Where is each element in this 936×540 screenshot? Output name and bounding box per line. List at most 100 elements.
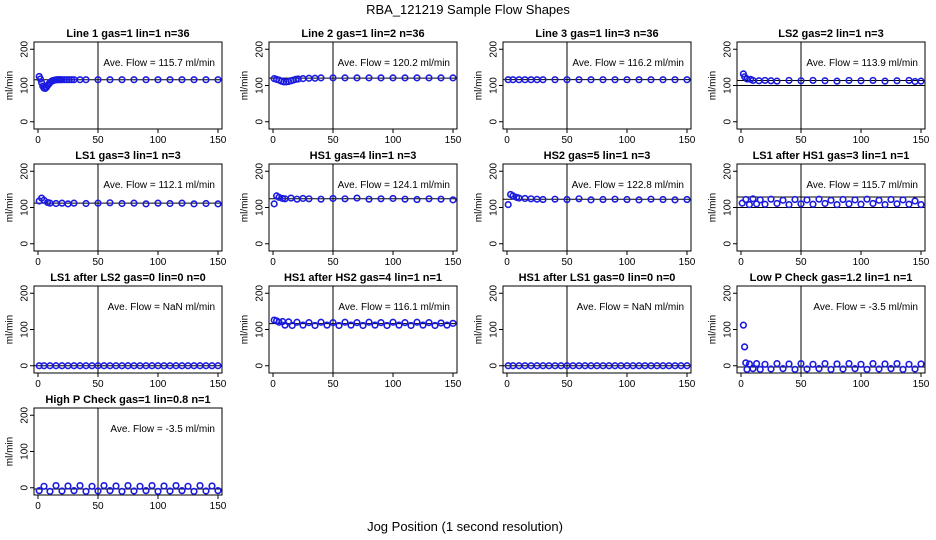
- x-tick-label: 50: [327, 379, 339, 390]
- x-tick-label: 150: [913, 379, 930, 390]
- data-point: [683, 362, 691, 370]
- data-point: [449, 74, 457, 82]
- data-point: [166, 487, 174, 495]
- data-point: [899, 365, 907, 373]
- y-axis-label: ml/min: [474, 71, 485, 100]
- x-tick-label: 100: [853, 135, 870, 146]
- data-point: [659, 76, 667, 84]
- data-point: [563, 76, 571, 84]
- average-flow-annotation: Ave. Flow = 124.1 ml/min: [338, 180, 450, 191]
- data-point: [839, 195, 847, 204]
- y-axis-label: ml/min: [5, 71, 16, 100]
- y-axis-label: ml/min: [708, 71, 719, 100]
- data-point: [671, 76, 679, 84]
- data-point: [683, 76, 691, 84]
- x-tick-label: 0: [504, 257, 510, 268]
- x-tick-label: 0: [504, 135, 510, 146]
- y-tick-label: 0: [20, 363, 31, 369]
- data-point: [803, 196, 811, 204]
- data-point: [425, 319, 433, 327]
- chart-panel: HS1 gas=4 lin=1 n=3 0 50 100 150 0 100 200 ml/mi…: [240, 150, 462, 268]
- data-point: [869, 199, 877, 208]
- x-tick-label: 150: [679, 379, 696, 390]
- data-point: [857, 77, 865, 85]
- data-point: [365, 318, 373, 326]
- x-tick-label: 150: [210, 257, 227, 268]
- y-tick-label: 100: [489, 77, 500, 94]
- data-point: [767, 365, 775, 373]
- data-point: [323, 321, 331, 329]
- data-point: [94, 76, 102, 84]
- data-point: [449, 196, 457, 204]
- x-tick-label: 50: [561, 135, 573, 146]
- data-point: [178, 487, 186, 495]
- data-point: [419, 321, 427, 329]
- data-point: [166, 76, 174, 84]
- data-point: [761, 360, 769, 368]
- data-point: [82, 199, 90, 208]
- data-point: [172, 481, 180, 490]
- y-tick-label: 0: [255, 363, 266, 369]
- y-tick-label: 0: [255, 241, 266, 247]
- data-point: [359, 321, 367, 330]
- data-point: [611, 76, 619, 84]
- data-point: [863, 365, 871, 373]
- x-tick-label: 0: [738, 135, 744, 146]
- chart-panel: High P Check gas=1 lin=0.8 n=1 0 50 100 150 0…: [5, 394, 227, 512]
- y-tick-label: 100: [20, 321, 31, 338]
- data-point: [64, 200, 72, 208]
- x-tick-label: 150: [445, 379, 462, 390]
- panel-title: HS1 after HS2 gas=4 lin=1 n=1: [284, 272, 442, 284]
- data-point: [752, 200, 761, 208]
- data-point: [341, 195, 349, 203]
- data-point: [756, 196, 764, 204]
- data-point: [437, 319, 445, 327]
- data-point: [551, 195, 559, 203]
- data-point: [214, 487, 222, 495]
- data-point: [202, 487, 210, 495]
- data-point: [275, 318, 283, 326]
- data-point: [401, 319, 409, 327]
- chart-panel: HS1 after LS1 gas=0 lin=0 n=0 0 50 100 150 0 1…: [474, 272, 696, 390]
- data-point: [154, 199, 162, 207]
- data-point: [136, 482, 144, 490]
- data-point: [791, 365, 799, 373]
- data-point: [752, 359, 761, 368]
- average-flow-annotation: Ave. Flow = 112.1 ml/min: [103, 180, 215, 191]
- data-point: [749, 195, 757, 203]
- data-point: [58, 487, 66, 495]
- data-point: [893, 77, 901, 85]
- data-point: [130, 487, 138, 495]
- data-point: [130, 76, 138, 84]
- data-point: [196, 481, 204, 490]
- data-point: [797, 77, 805, 85]
- average-flow-annotation: Ave. Flow = 115.7 ml/min: [103, 58, 215, 69]
- data-point: [329, 194, 337, 203]
- data-point: [839, 365, 847, 373]
- data-point: [288, 321, 296, 330]
- y-axis-label: ml/min: [5, 315, 16, 344]
- data-point: [851, 196, 859, 204]
- data-point: [833, 201, 841, 209]
- y-axis-label: ml/min: [474, 193, 485, 222]
- y-tick-label: 200: [20, 406, 31, 423]
- x-tick-label: 100: [619, 379, 636, 390]
- x-tick-label: 50: [561, 379, 573, 390]
- x-tick-label: 0: [35, 135, 41, 146]
- y-tick-label: 100: [723, 321, 734, 338]
- x-tick-label: 50: [92, 257, 104, 268]
- data-point: [178, 199, 186, 207]
- average-flow-annotation: Ave. Flow = NaN ml/min: [108, 302, 215, 313]
- data-point: [851, 365, 859, 373]
- data-point: [208, 482, 216, 490]
- data-point: [857, 360, 865, 368]
- plot-frame: [268, 41, 458, 130]
- x-tick-label: 150: [679, 257, 696, 268]
- y-tick-label: 0: [723, 363, 734, 369]
- panel-title: HS2 gas=5 lin=1 n=3: [544, 150, 651, 162]
- data-point: [401, 195, 409, 203]
- x-tick-label: 100: [150, 257, 167, 268]
- x-tick-label: 0: [504, 379, 510, 390]
- data-point: [214, 76, 222, 84]
- data-point: [791, 195, 799, 204]
